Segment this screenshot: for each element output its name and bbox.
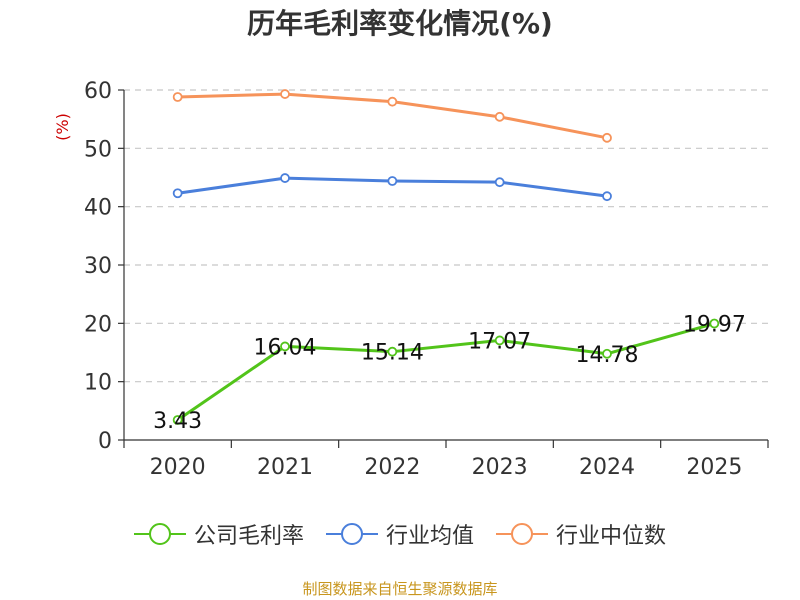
series-line: [176, 322, 715, 422]
data-point: [494, 177, 505, 188]
y-tick-label: 30: [84, 254, 112, 279]
y-tick-label: 60: [84, 79, 112, 104]
legend-label: 公司毛利率: [193, 524, 304, 549]
legend-swatch-icon: [325, 522, 378, 546]
data-point: [280, 341, 290, 352]
y-tick-label: 0: [98, 429, 112, 454]
y-tick-label: 10: [84, 371, 112, 396]
data-label: 14.78: [576, 343, 639, 368]
chart-title: 历年毛利率变化情况(%): [247, 7, 553, 40]
legend-swatch-icon: [133, 522, 186, 546]
legend-item[interactable]: 行业均值: [325, 518, 474, 550]
grid-lines: [124, 89, 768, 383]
data-point: [280, 89, 290, 99]
data-point: [172, 415, 183, 425]
source-note: 制图数据来自恒生聚源数据库: [302, 580, 498, 598]
data-point: [494, 111, 505, 122]
data-labels: 3.43 16.04 15.14 17.07 14.78 19.97: [153, 313, 746, 434]
legend: 公司毛利率 行业均值 行业中位数: [0, 518, 800, 550]
data-point: [602, 348, 612, 359]
x-tick-label: 2022: [364, 455, 420, 480]
axes: 0 10 20 30 40 50 60 2020 2021 2022 2023 2024 2025: [84, 79, 769, 480]
data-point: [387, 176, 398, 186]
y-tick-label: 40: [84, 196, 112, 221]
y-axis-label: (%): [53, 113, 72, 141]
legend-swatch-icon: [496, 522, 548, 546]
legend-item[interactable]: 公司毛利率: [133, 518, 304, 550]
x-tick-label: 2025: [686, 455, 742, 480]
y-tick-label: 20: [84, 312, 112, 337]
data-point: [602, 191, 612, 202]
data-point: [172, 92, 183, 102]
legend-label: 行业中位数: [556, 524, 667, 549]
data-point: [494, 335, 505, 346]
x-tick-label: 2024: [579, 455, 635, 480]
data-label: 19.97: [683, 313, 746, 338]
x-tick-label: 2023: [472, 455, 528, 480]
data-point: [709, 318, 720, 329]
y-tick-label: 50: [84, 137, 112, 162]
data-point: [602, 132, 612, 143]
data-point: [280, 173, 290, 183]
data-point: [387, 346, 398, 357]
data-label: 15.14: [361, 341, 424, 366]
data-label: 16.04: [254, 335, 317, 360]
data-label: 17.07: [468, 329, 531, 354]
data-label: 3.43: [153, 409, 202, 434]
series: [172, 89, 720, 425]
legend-label: 行业均值: [385, 524, 474, 549]
data-point: [172, 188, 183, 199]
x-tick-label: 2021: [257, 455, 313, 480]
x-tick-label: 2020: [150, 455, 206, 480]
legend-item[interactable]: 行业中位数: [496, 518, 666, 550]
chart-plot: 0 10 20 30 40 50 60 2020 2021 2022 2023 2024 2025 (%…: [53, 79, 769, 480]
data-point: [387, 96, 398, 107]
